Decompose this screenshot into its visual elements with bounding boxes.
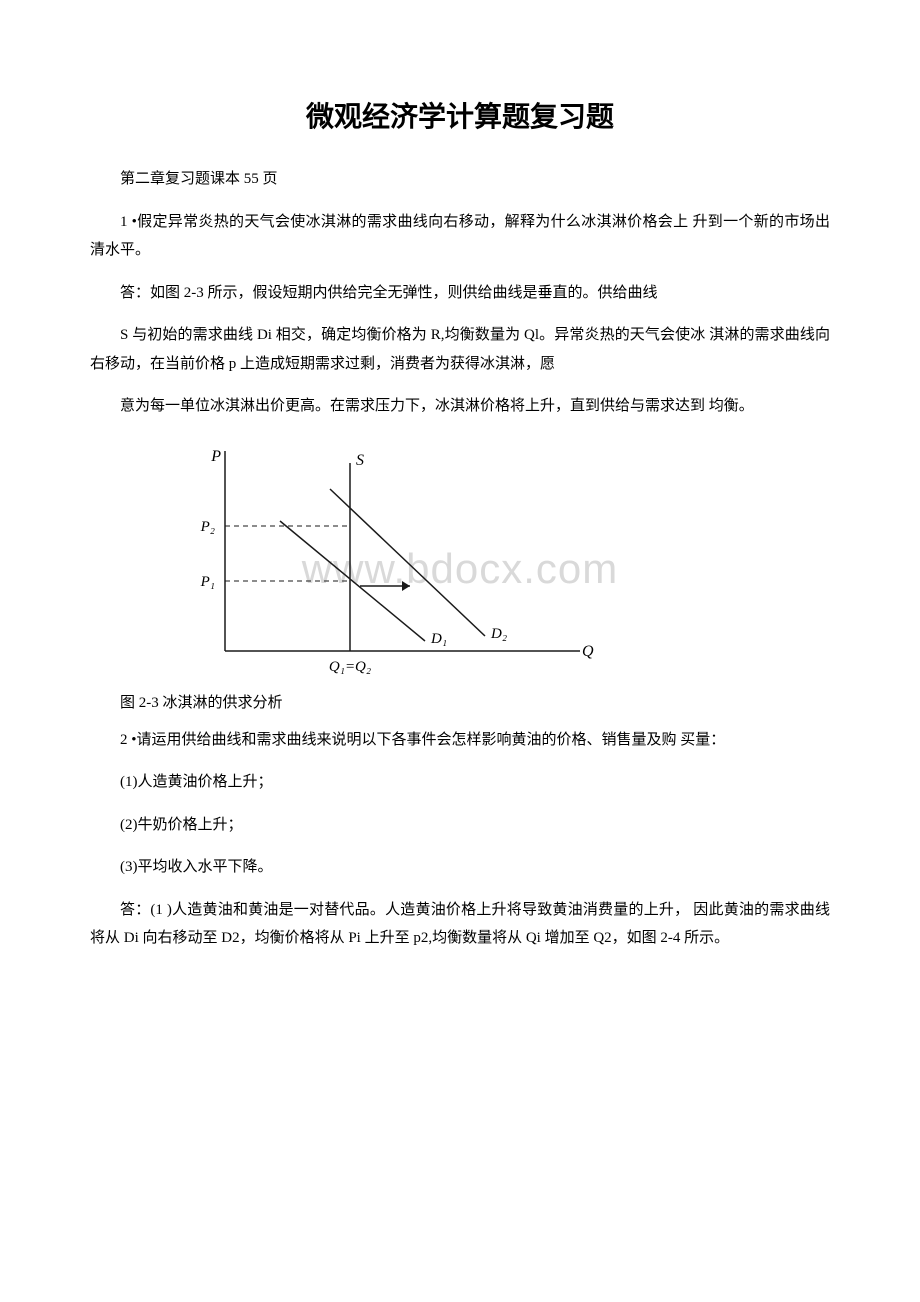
paragraph-a1-1: 答：如图 2-3 所示，假设短期内供给完全无弹性，则供给曲线是垂直的。供给曲线 [90,279,830,308]
figure-caption: 图 2-3 冰淇淋的供求分析 [90,691,830,712]
paragraph-q2-3: (3)平均收入水平下降。 [90,853,830,882]
svg-text:Q: Q [582,643,594,660]
paragraph-chapter-ref: 第二章复习题课本 55 页 [90,165,830,194]
svg-text:P₁: P₁ [200,574,215,590]
paragraph-q2-1: (1)人造黄油价格上升； [90,768,830,797]
svg-text:S: S [356,452,364,469]
paragraph-a1-3: 意为每一单位冰淇淋出价更高。在需求压力下，冰淇淋价格将上升，直到供给与需求达到 … [90,392,830,421]
paragraph-q1: 1 •假定异常炎热的天气会使冰淇淋的需求曲线向右移动，解释为什么冰淇淋价格会上 … [90,208,830,265]
document-content: 微观经济学计算题复习题 第二章复习题课本 55 页 1 •假定异常炎热的天气会使… [90,95,830,953]
paragraph-a2: 答：(1 )人造黄油和黄油是一对替代品。人造黄油价格上升将导致黄油消费量的上升，… [90,896,830,953]
figure-2-3: P S P₂ P₁ D₁ D₂ Q Q₁=Q₂ [180,441,830,681]
svg-text:P: P [210,448,221,465]
paragraph-q2: 2 •请运用供给曲线和需求曲线来说明以下各事件会怎样影响黄油的价格、销售量及购 … [90,726,830,755]
svg-text:D₁: D₁ [430,631,447,647]
paragraph-q2-2: (2)牛奶价格上升； [90,811,830,840]
svg-text:D₂: D₂ [490,626,507,642]
svg-text:Q₁=Q₂: Q₁=Q₂ [329,659,371,675]
paragraph-a1-2: S 与初始的需求曲线 Di 相交，确定均衡价格为 R,均衡数量为 Ql。异常炎热… [90,321,830,378]
supply-demand-diagram: P S P₂ P₁ D₁ D₂ Q Q₁=Q₂ [180,441,600,681]
page-title: 微观经济学计算题复习题 [90,95,830,135]
svg-text:P₂: P₂ [200,519,215,535]
